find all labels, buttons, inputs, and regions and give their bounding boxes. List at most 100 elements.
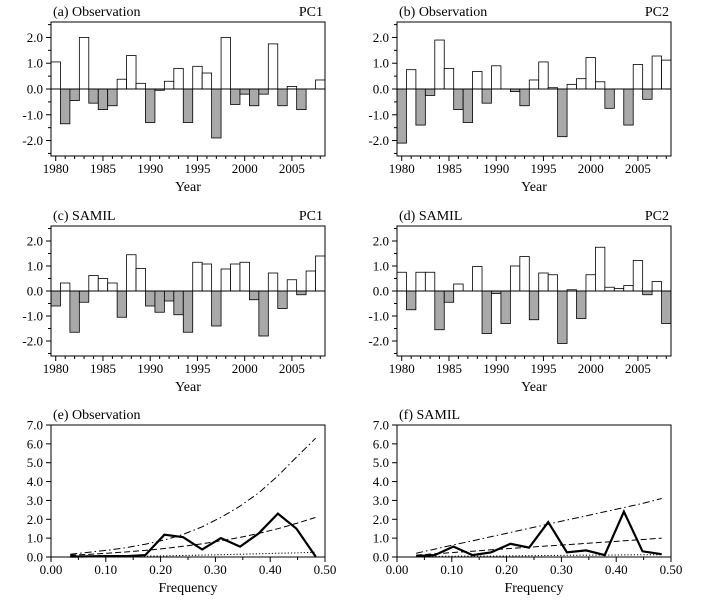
panel-title: (d) SAMIL bbox=[399, 209, 462, 224]
x-tick-label: 2005 bbox=[625, 361, 651, 376]
bar-2002 bbox=[604, 286, 615, 292]
y-tick-label: 2.0 bbox=[27, 234, 43, 249]
x-tick-label: 1995 bbox=[530, 161, 556, 176]
x-tick-label: 0.20 bbox=[495, 562, 518, 577]
bar-1986 bbox=[107, 282, 118, 292]
plot-frame bbox=[396, 225, 672, 357]
panel-series-label: PC1 bbox=[299, 209, 323, 224]
y-tick-label: 4.0 bbox=[373, 474, 389, 489]
bar-1995 bbox=[192, 65, 203, 90]
bar-1980 bbox=[50, 61, 61, 90]
panel-series-label: PC1 bbox=[299, 5, 323, 20]
panel-series-label: PC2 bbox=[645, 209, 669, 224]
bar-1991 bbox=[154, 290, 165, 313]
bar-1997 bbox=[557, 88, 568, 138]
bar-2005 bbox=[632, 64, 644, 90]
x-tick-label: 1990 bbox=[483, 361, 509, 376]
y-tick-label: 2.0 bbox=[27, 512, 43, 527]
bar-1994 bbox=[182, 290, 194, 333]
y-tick-label: 7.0 bbox=[373, 418, 389, 433]
bar-1999 bbox=[230, 263, 241, 292]
x-tick-label: 1980 bbox=[389, 361, 415, 376]
y-tick-label: 0.0 bbox=[373, 284, 389, 299]
panel-title: (a) Observation bbox=[53, 5, 140, 20]
x-tick-label: 1990 bbox=[483, 161, 509, 176]
x-tick-label: 0.10 bbox=[94, 562, 117, 577]
x-tick-label: 0.10 bbox=[440, 562, 463, 577]
x-tick-label: 1985 bbox=[90, 361, 116, 376]
bar-1994 bbox=[528, 290, 540, 321]
bar-2001 bbox=[595, 81, 606, 90]
bar-1983 bbox=[424, 88, 436, 96]
x-tick-label: 1995 bbox=[184, 161, 210, 176]
bar-2000 bbox=[239, 261, 250, 292]
bar-1998 bbox=[220, 37, 231, 90]
panel-title: (e) Observation bbox=[53, 408, 140, 423]
y-tick-label: 5.0 bbox=[27, 455, 43, 470]
y-tick-label: -1.0 bbox=[22, 107, 43, 122]
bar-2000 bbox=[585, 274, 596, 292]
x-tick-label: 0.30 bbox=[550, 562, 573, 577]
y-tick-label: -2.0 bbox=[22, 334, 43, 349]
bar-1981 bbox=[406, 69, 417, 90]
y-tick-label: 1.0 bbox=[373, 259, 389, 274]
x-tick-label: 1990 bbox=[137, 161, 163, 176]
bar-1995 bbox=[538, 272, 549, 292]
bar-1988 bbox=[472, 266, 483, 292]
y-tick-label: 2.0 bbox=[373, 234, 389, 249]
bar-2006 bbox=[296, 290, 307, 296]
bar-1984 bbox=[88, 88, 99, 104]
y-tick-label: -2.0 bbox=[368, 334, 389, 349]
bar-1983 bbox=[78, 290, 90, 303]
bar-1982 bbox=[69, 88, 80, 101]
bar-1982 bbox=[415, 88, 426, 126]
x-axis-label: Year bbox=[175, 180, 201, 195]
y-tick-label: -1.0 bbox=[368, 107, 389, 122]
bar-2002 bbox=[604, 88, 615, 109]
bar-1992 bbox=[509, 265, 521, 292]
bar-1982 bbox=[415, 271, 426, 292]
x-axis-label: Frequency bbox=[504, 581, 563, 596]
bar-1996 bbox=[201, 72, 213, 90]
x-tick-label: 1980 bbox=[389, 161, 415, 176]
bar-1996 bbox=[547, 274, 559, 292]
y-tick-label: -2.0 bbox=[368, 133, 389, 148]
bar-1986 bbox=[453, 88, 464, 111]
plot-frame bbox=[396, 21, 672, 157]
x-tick-label: 1985 bbox=[90, 161, 116, 176]
x-tick-label: 1980 bbox=[43, 161, 69, 176]
panel-b: (b) Observation PC2 Year -2.0 -1.0 0.0 1.0 2.0 1… bbox=[368, 5, 672, 195]
panel-d: (d) SAMIL PC2 Year -2.0 -1.0 0.0 1.0 2.0 1980 198… bbox=[368, 209, 672, 395]
x-tick-label: 1985 bbox=[436, 161, 462, 176]
bar-1990 bbox=[145, 88, 156, 123]
bar-2000 bbox=[239, 88, 250, 95]
bar-2006 bbox=[642, 88, 653, 100]
plot-frame bbox=[50, 225, 326, 357]
bar-2001 bbox=[595, 246, 606, 292]
bar-1997 bbox=[557, 290, 568, 344]
x-tick-label: 0.40 bbox=[605, 562, 628, 577]
x-tick-label: 2005 bbox=[279, 361, 305, 376]
bar-1992 bbox=[163, 290, 175, 302]
bar-2008 bbox=[661, 290, 672, 324]
bar-2002 bbox=[258, 88, 269, 95]
bar-1990 bbox=[491, 65, 502, 90]
bar-1989 bbox=[481, 290, 492, 334]
series-line-dashed bbox=[70, 516, 316, 556]
bar-1987 bbox=[462, 88, 473, 123]
bar-1984 bbox=[434, 39, 445, 90]
bar-1981 bbox=[60, 282, 71, 292]
x-tick-label: 1995 bbox=[530, 361, 556, 376]
bar-1986 bbox=[107, 88, 118, 107]
bar-1985 bbox=[97, 278, 109, 292]
y-tick-label: -1.0 bbox=[22, 309, 43, 324]
y-tick-label: -2.0 bbox=[22, 133, 43, 148]
plot-frame bbox=[50, 21, 326, 157]
y-tick-label: 1.0 bbox=[27, 56, 43, 71]
bar-2007 bbox=[305, 270, 316, 292]
y-tick-label: 0.0 bbox=[373, 82, 389, 97]
x-tick-label: 1985 bbox=[436, 361, 462, 376]
x-axis-label: Frequency bbox=[158, 581, 217, 596]
bar-1989 bbox=[135, 268, 146, 292]
bar-1984 bbox=[434, 290, 445, 331]
